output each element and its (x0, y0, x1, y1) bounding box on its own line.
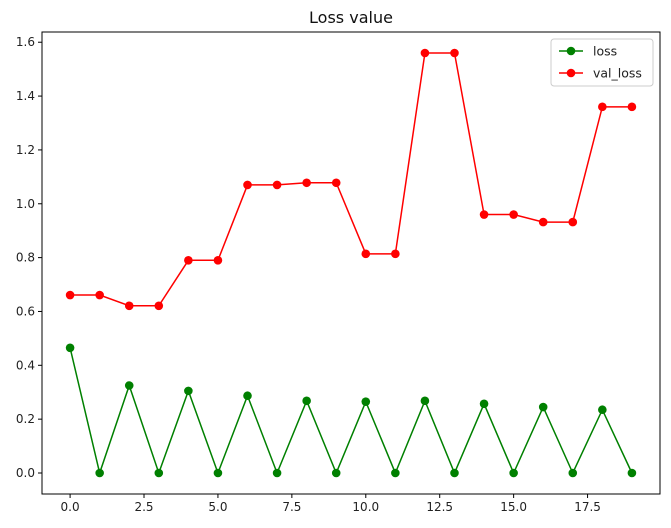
data-point-val_loss (509, 210, 518, 219)
y-tick-label: 0.0 (16, 466, 35, 480)
data-point-val_loss (184, 256, 193, 265)
data-point-loss (568, 468, 578, 478)
y-tick-label: 1.6 (16, 35, 35, 49)
y-tick-label: 1.0 (16, 197, 35, 211)
data-point-loss (391, 468, 400, 478)
data-point-val_loss (124, 301, 134, 311)
x-tick-label: 12.5 (426, 500, 453, 514)
chart-title: Loss value (309, 8, 393, 27)
data-point-loss (450, 468, 459, 478)
data-point-val_loss (420, 48, 430, 58)
data-point-val_loss (243, 180, 252, 190)
plot-frame (41, 31, 661, 495)
data-point-loss (124, 381, 134, 390)
y-tick-label: 0.4 (16, 358, 35, 372)
x-axis: 0.0 2.5 5.0 7.5 10.0 12.5 15.0 17.5 (61, 494, 601, 514)
x-tick-label: 5.0 (208, 500, 227, 514)
data-point-loss (184, 386, 193, 396)
series-line-loss (69, 347, 633, 476)
data-point-val_loss (154, 301, 164, 311)
data-point-val_loss (272, 180, 282, 190)
data-point-loss (65, 343, 75, 353)
data-point-loss (479, 399, 489, 409)
series-lines (69, 52, 633, 476)
data-point-val_loss (213, 256, 223, 265)
legend: loss val_loss (550, 38, 654, 87)
data-point-loss (420, 396, 430, 406)
data-point-val_loss (65, 290, 75, 300)
data-point-val_loss (627, 102, 637, 112)
x-tick-label: 2.5 (134, 500, 153, 514)
data-point-val_loss (538, 217, 548, 227)
data-point-val_loss (479, 210, 489, 219)
data-point-val_loss (361, 249, 371, 259)
data-point-val_loss (598, 102, 607, 112)
data-point-loss (538, 402, 548, 412)
x-tick-label: 17.5 (574, 500, 601, 514)
data-point-val_loss (95, 290, 104, 300)
y-axis: 0.0 0.2 0.4 0.6 0.8 1.0 1.2 1.4 1.6 (16, 35, 42, 480)
data-point-loss (213, 468, 223, 478)
x-tick-label: 0.0 (61, 500, 80, 514)
data-point-loss (154, 468, 164, 478)
x-tick-label: 15.0 (500, 500, 527, 514)
series-line-val_loss (70, 52, 632, 307)
data-point-loss (361, 397, 371, 406)
y-tick-label: 0.2 (16, 412, 35, 426)
y-tick-label: 0.6 (16, 304, 35, 318)
data-point-loss (509, 468, 518, 478)
legend-label: val_loss (593, 66, 642, 81)
data-point-val_loss (391, 249, 400, 259)
y-tick-label: 1.4 (16, 89, 35, 103)
data-point-val_loss (450, 48, 459, 58)
legend-swatch-marker (566, 68, 576, 78)
data-point-loss (243, 391, 252, 401)
legend-label: loss (593, 44, 617, 59)
data-point-loss (95, 468, 104, 478)
y-tick-label: 1.2 (16, 143, 35, 157)
data-point-loss (272, 468, 282, 478)
y-tick-label: 0.8 (16, 251, 35, 265)
data-point-val_loss (568, 217, 578, 227)
x-tick-label: 7.5 (282, 500, 301, 514)
data-point-val_loss (331, 178, 341, 188)
x-tick-label: 10.0 (352, 500, 379, 514)
data-point-loss (302, 396, 311, 406)
data-point-loss (331, 468, 341, 478)
series-points (65, 48, 637, 478)
data-point-loss (598, 405, 607, 415)
data-point-val_loss (302, 178, 311, 188)
data-point-loss (627, 468, 637, 478)
legend-swatch-marker (566, 46, 576, 56)
